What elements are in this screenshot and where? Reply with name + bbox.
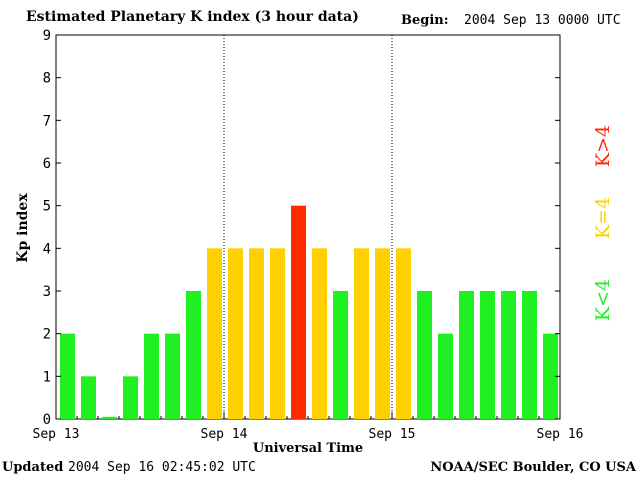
x-tick-label: Sep 16 <box>537 427 584 442</box>
x-tick-label: Sep 13 <box>33 427 80 442</box>
kp-bar <box>438 333 453 419</box>
legend-item: K>4 <box>592 125 614 167</box>
x-tick-label: Sep 15 <box>369 427 416 442</box>
y-tick-label: 7 <box>43 113 51 129</box>
kp-bar <box>522 291 537 419</box>
kp-bar <box>291 205 306 419</box>
updated-value: 2004 Sep 16 02:45:02 UTC <box>68 460 256 475</box>
kp-bar <box>186 291 201 419</box>
y-tick-label: 2 <box>43 327 51 343</box>
kp-bar <box>249 248 264 419</box>
y-tick-label: 0 <box>43 412 51 428</box>
kp-bar <box>60 333 75 419</box>
kp-bar <box>501 291 516 419</box>
kp-bar <box>270 248 285 419</box>
kp-bar <box>480 291 495 419</box>
chart-title: Estimated Planetary K index (3 hour data… <box>26 9 359 25</box>
y-tick-label: 8 <box>43 71 51 87</box>
kp-bar <box>459 291 474 419</box>
credit-text: NOAA/SEC Boulder, CO USA <box>430 460 636 475</box>
x-tick-label: Sep 14 <box>201 427 248 442</box>
y-tick-label: 9 <box>43 28 51 44</box>
kp-bar <box>375 248 390 419</box>
y-tick-label: 3 <box>43 284 51 300</box>
plot-layer: 0 1 2 3 4 5 6 7 8 9 Sep 13 Sep 14 Sep 15 Sep 16 <box>33 28 584 442</box>
y-tick-label: 5 <box>43 199 51 215</box>
kp-bar <box>165 333 180 419</box>
kp-bar <box>312 248 327 419</box>
kp-bar <box>543 333 558 419</box>
kp-bar <box>207 248 222 419</box>
kp-bar <box>102 416 117 419</box>
kp-bar <box>417 291 432 419</box>
legend-item: K=4 <box>592 197 614 239</box>
begin-label: Begin: <box>401 13 449 28</box>
x-axis-label: Universal Time <box>253 441 363 456</box>
kp-bar <box>396 248 411 419</box>
updated-label: Updated <box>2 460 64 475</box>
y-axis-label: Kp index <box>15 193 31 263</box>
legend-item: K<4 <box>592 279 614 321</box>
legend: K<4 K=4 K>4 <box>592 125 614 321</box>
y-tick-label: 1 <box>43 369 51 385</box>
kp-index-chart: 0 1 2 3 4 5 6 7 8 9 Sep 13 Sep 14 Sep 15 Sep 16 Kp in… <box>15 28 614 456</box>
y-tick-label: 4 <box>43 241 51 257</box>
y-tick-label: 6 <box>43 156 51 172</box>
kp-bar <box>333 291 348 419</box>
kp-bar <box>228 248 243 419</box>
kp-bar <box>144 333 159 419</box>
kp-bar <box>123 376 138 419</box>
kp-bar <box>81 376 96 419</box>
begin-value: 2004 Sep 13 0000 UTC <box>464 13 621 28</box>
kp-bar <box>354 248 369 419</box>
